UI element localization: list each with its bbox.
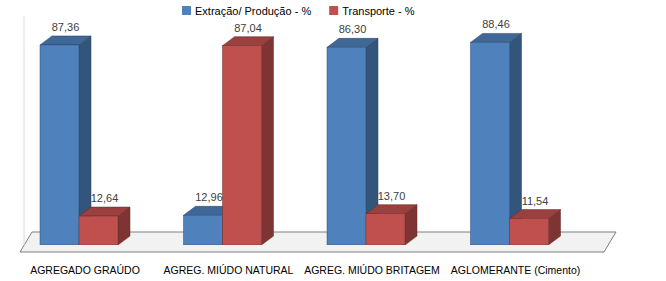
category-label: AGREG. MIÚDO BRITAGEM (304, 264, 440, 276)
bar-top (510, 210, 561, 219)
data-label: 12,96 (195, 191, 223, 203)
bar (366, 214, 405, 245)
category-label: AGREG. MIÚDO NATURAL (164, 264, 294, 276)
bar-top (366, 205, 417, 214)
chart: 87,36 12,64 12,96 87,04 86,30 13,70 88,46 11,54… (0, 0, 666, 281)
data-label: 11,54 (522, 195, 549, 207)
data-label: 13,70 (378, 190, 406, 202)
category-label: AGLOMERANTE (Cimento) (451, 264, 581, 276)
bar (79, 216, 118, 245)
bar (327, 47, 366, 245)
bar (471, 42, 510, 245)
legend-label: Transporte - % (342, 5, 415, 17)
category-label: AGREGADO GRAÚDO (30, 264, 140, 276)
bar-top (223, 37, 274, 46)
bar-top (40, 36, 91, 45)
data-label: 87,36 (52, 21, 80, 33)
data-label: 87,04 (234, 22, 262, 34)
legend-label: Extração/ Produção - % (195, 5, 311, 17)
y-axis-line (24, 16, 25, 245)
bar (184, 215, 223, 245)
legend-swatch (182, 6, 191, 15)
data-label: 86,30 (339, 23, 367, 35)
legend-swatch (329, 6, 338, 15)
data-labels: 87,36 12,64 12,96 87,04 86,30 13,70 88,46 11,54 (52, 18, 549, 206)
bar (223, 46, 262, 245)
data-label: 12,64 (91, 192, 119, 204)
bars (40, 33, 561, 245)
bar (40, 45, 79, 245)
bar-side (262, 37, 274, 245)
bar-top (79, 207, 130, 216)
bar-top (471, 33, 522, 42)
bar-top (327, 38, 378, 47)
bar (510, 219, 549, 245)
data-label: 88,46 (482, 18, 510, 30)
